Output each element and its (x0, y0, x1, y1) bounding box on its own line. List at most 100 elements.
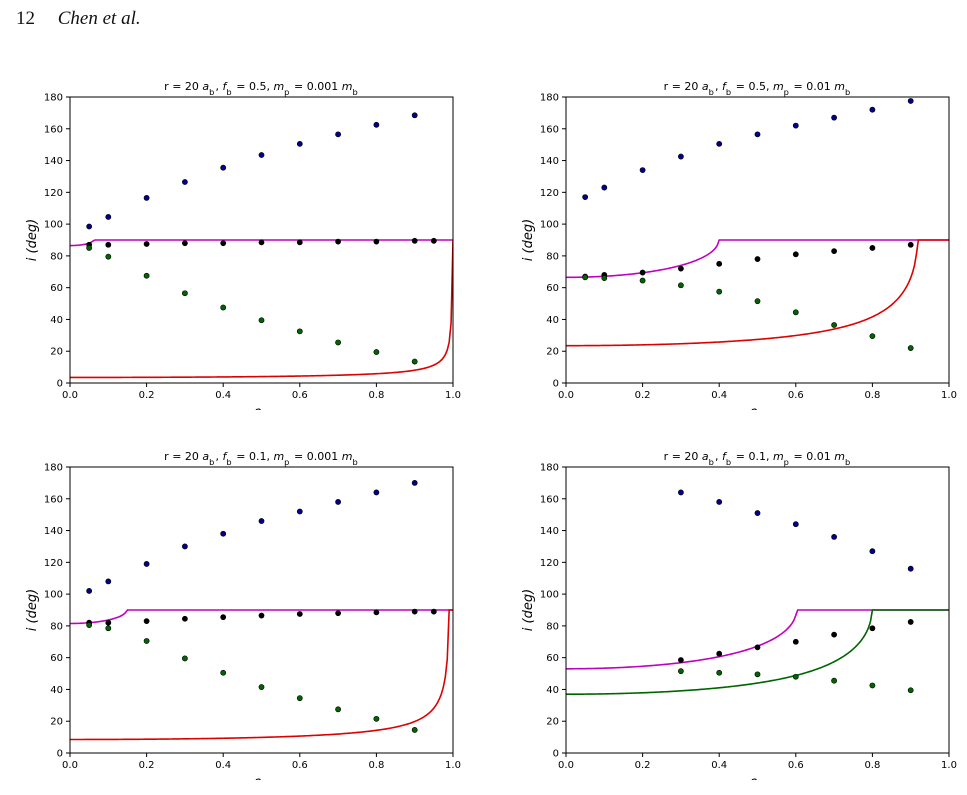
data-point (181, 615, 188, 622)
data-point (258, 317, 265, 324)
data-point (105, 619, 112, 626)
y-tick-label: 60 (546, 283, 559, 294)
data-point (258, 152, 265, 158)
data-point (754, 298, 761, 305)
curve-upper (566, 239, 949, 279)
x-tick-label: 0.0 (558, 760, 574, 771)
data-point (373, 121, 380, 128)
data-point (86, 223, 93, 230)
plot-frame (69, 96, 454, 384)
data-point (639, 277, 646, 284)
data-point (677, 489, 684, 496)
y-tick-label: 100 (44, 590, 63, 601)
data-point (373, 489, 380, 496)
x-axis-label: eb (750, 775, 766, 780)
data-point (258, 239, 265, 246)
y-tick-label: 40 (546, 315, 559, 326)
data-point (411, 608, 418, 615)
y-tick-label: 180 (540, 93, 559, 104)
data-point (831, 114, 837, 121)
y-tick-label: 20 (50, 347, 63, 358)
data-point (181, 543, 188, 550)
data-point (754, 131, 761, 138)
curve-lower (566, 239, 949, 347)
x-tick-label: 0.2 (635, 760, 651, 771)
data-point (716, 499, 723, 505)
x-tick-label: 0.4 (711, 390, 727, 401)
data-point (716, 650, 723, 657)
y-axis-label: i (deg) (521, 589, 536, 631)
data-point (907, 345, 914, 351)
data-point (582, 274, 589, 281)
data-point (220, 530, 227, 537)
y-tick-label: 0 (57, 749, 63, 760)
data-point (296, 239, 303, 246)
data-point (181, 179, 188, 185)
data-point (869, 548, 876, 555)
data-point (907, 565, 914, 572)
data-point (143, 618, 150, 625)
x-tick-label: 0.8 (864, 760, 880, 771)
data-point (220, 614, 227, 621)
plot-frame (565, 466, 950, 754)
y-tick-label: 0 (57, 379, 63, 390)
data-point (831, 677, 837, 684)
chart-title: r = 20 ab , fb = 0.5, mp = 0.01 mb (664, 80, 852, 97)
data-point (869, 625, 876, 632)
data-point (105, 578, 112, 585)
data-point (335, 131, 341, 138)
y-tick-label: 20 (50, 717, 63, 728)
data-point (754, 510, 761, 516)
data-point (792, 122, 799, 129)
x-tick-label: 1.0 (941, 390, 957, 401)
data-point (792, 309, 799, 316)
data-point (258, 518, 265, 524)
data-point (831, 322, 837, 328)
x-tick-label: 0.0 (62, 760, 78, 771)
y-tick-label: 160 (540, 494, 559, 505)
data-point (86, 622, 93, 628)
data-point (143, 561, 150, 567)
y-axis-label: i (deg) (521, 219, 536, 261)
data-point (792, 521, 799, 528)
data-point (677, 282, 684, 289)
y-tick-label: 60 (50, 653, 63, 664)
y-tick-label: 140 (540, 156, 559, 167)
data-point (411, 479, 418, 486)
y-tick-label: 180 (540, 463, 559, 474)
data-point (754, 256, 761, 262)
data-point (411, 112, 418, 119)
page-header: 12 Chen et al. (16, 8, 141, 30)
y-tick-label: 100 (540, 220, 559, 231)
y-tick-label: 80 (50, 621, 63, 632)
y-tick-label: 40 (50, 685, 63, 696)
y-tick-label: 0 (553, 379, 559, 390)
y-tick-label: 120 (44, 188, 63, 199)
data-point (716, 288, 723, 295)
x-tick-label: 0.8 (864, 390, 880, 401)
data-point (430, 237, 437, 244)
data-point (296, 695, 303, 702)
data-point (677, 153, 684, 160)
x-tick-label: 1.0 (445, 390, 461, 401)
x-tick-label: 0.4 (215, 390, 231, 401)
x-tick-label: 0.2 (635, 390, 651, 401)
data-point (869, 106, 876, 113)
data-point (677, 265, 684, 272)
x-tick-label: 0.6 (788, 390, 804, 401)
x-tick-label: 0.4 (711, 760, 727, 771)
data-point (296, 328, 303, 335)
data-point (220, 304, 227, 311)
y-tick-label: 100 (44, 220, 63, 231)
data-point (831, 248, 837, 255)
data-point (220, 164, 227, 171)
data-point (335, 238, 341, 245)
data-point (907, 619, 914, 625)
data-point (792, 673, 799, 680)
y-tick-label: 160 (540, 124, 559, 135)
y-tick-label: 100 (540, 590, 559, 601)
chart-title: r = 20 ab , fb = 0.5, mp = 0.001 mb (164, 80, 359, 97)
data-point (373, 349, 380, 355)
y-tick-label: 40 (50, 315, 63, 326)
data-point (411, 727, 418, 733)
